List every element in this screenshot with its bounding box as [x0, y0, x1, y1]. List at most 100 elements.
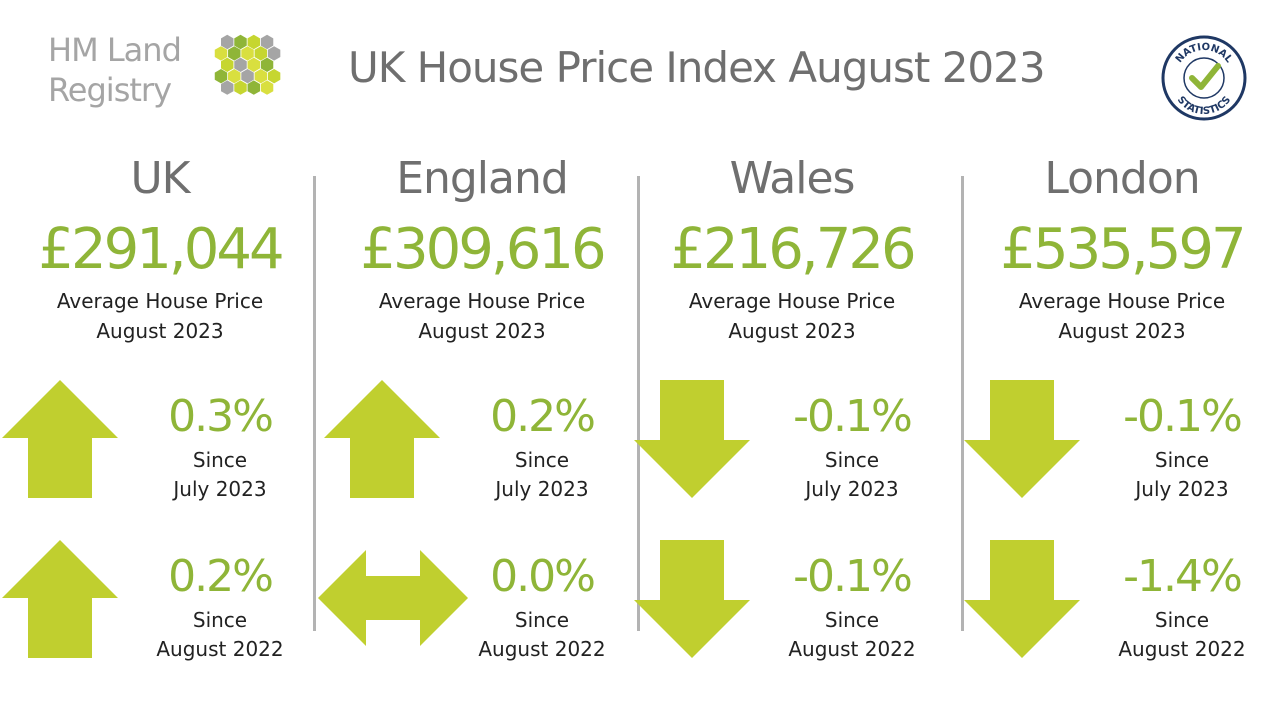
logo-hexagon [214, 46, 228, 61]
since-period: August 2022 [478, 637, 606, 661]
since-word: Since [824, 608, 880, 632]
logo-hexagon [221, 57, 234, 72]
arrow-shape [634, 380, 750, 498]
region-name: London [1044, 153, 1200, 204]
since-period: August 2022 [788, 637, 916, 661]
arrow-up-icon [2, 380, 118, 498]
logo-hexagon [260, 57, 274, 72]
region-column-england: England £309,616 Average House Price August… [318, 148, 642, 688]
monthly-change: -0.1% Since July 2023 [962, 376, 1280, 501]
logo-hexagon [221, 80, 234, 95]
percent-change: -0.1% [1123, 391, 1243, 442]
percent-change: -0.1% [793, 391, 913, 442]
arrow-down-icon [964, 380, 1080, 498]
annual-change: 0.2% Since August 2022 [0, 536, 320, 661]
since-period: August 2022 [1118, 637, 1246, 661]
since-word: Since [514, 608, 570, 632]
badge-tick-icon [1189, 63, 1221, 90]
monthly-change: 0.3% Since July 2023 [0, 376, 320, 501]
hm-land-registry-wordmark: HM Land Registry [48, 30, 198, 110]
region-name: England [396, 153, 569, 204]
percent-change: 0.2% [168, 551, 274, 602]
since-word: Since [824, 448, 880, 472]
logo-line-2: Registry [48, 71, 172, 109]
arrow-down-icon [634, 540, 750, 658]
monthly-change: 0.2% Since July 2023 [322, 376, 642, 501]
since-word: Since [514, 448, 570, 472]
logo-hexagon [241, 69, 254, 84]
price-caption-line-2: August 2023 [96, 319, 224, 343]
logo-line-1: HM Land [48, 31, 182, 69]
percent-change: 0.2% [490, 391, 596, 442]
price-caption-line-1: Average House Price [1018, 289, 1226, 313]
arrow-shape [964, 540, 1080, 658]
logo-hexagon [228, 46, 241, 61]
arrow-left-right-icon [318, 550, 468, 646]
arrow-shape [634, 540, 750, 658]
since-period: August 2022 [156, 637, 284, 661]
since-label: Since July 2023 [442, 446, 642, 504]
percent-change: -1.4% [1123, 551, 1243, 602]
logo-hexagon [234, 57, 247, 72]
logo-hexagon [247, 80, 261, 95]
region-column-london: London £535,597 Average House Price August … [962, 148, 1280, 688]
logo-hexagon [214, 69, 228, 84]
region-column-wales: Wales £216,726 Average House Price August 2… [632, 148, 952, 688]
logo-hexagon [234, 34, 247, 50]
annual-change: -0.1% Since August 2022 [632, 536, 952, 661]
price-caption-line-1: Average House Price [56, 289, 264, 313]
national-statistics-badge-icon: NATIONAL STATISTICS [1161, 35, 1247, 121]
price-caption: Average House Price August 2023 [962, 286, 1280, 346]
logo-hexagon [221, 34, 234, 50]
logo-hexagon [234, 80, 247, 95]
arrow-shape [318, 550, 468, 646]
logo-hexagon [254, 69, 268, 84]
since-period: July 2023 [805, 477, 899, 501]
arrow-shape [2, 540, 118, 658]
arrow-up-icon [2, 540, 118, 658]
since-period: July 2023 [1135, 477, 1229, 501]
price-caption: Average House Price August 2023 [0, 286, 320, 346]
region-column-uk: UK £291,044 Average House Price August 2023… [0, 148, 320, 688]
column-divider-3 [961, 176, 964, 631]
since-word: Since [192, 608, 248, 632]
since-period: July 2023 [495, 477, 589, 501]
since-word: Since [1154, 448, 1210, 472]
since-label: Since August 2022 [120, 606, 320, 664]
percent-change: -0.1% [793, 551, 913, 602]
arrow-shape [324, 380, 440, 498]
region-name: UK [130, 153, 190, 204]
logo-hexagon [254, 46, 268, 61]
logo-hexagon [267, 69, 281, 84]
price-caption: Average House Price August 2023 [322, 286, 642, 346]
average-price: £291,044 [38, 217, 284, 282]
logo-hexagon [260, 80, 274, 95]
arrow-down-icon [964, 540, 1080, 658]
arrow-shape [2, 380, 118, 498]
logo-hexagon [228, 69, 241, 84]
hm-land-registry-hexagon-logo-icon [214, 34, 281, 95]
region-name: Wales [729, 153, 856, 204]
price-caption-line-2: August 2023 [418, 319, 546, 343]
since-word: Since [192, 448, 248, 472]
logo-hexagon [247, 34, 261, 50]
price-caption-line-1: Average House Price [688, 289, 896, 313]
arrow-up-icon [324, 380, 440, 498]
since-label: Since July 2023 [120, 446, 320, 504]
since-label: Since August 2022 [752, 606, 952, 664]
average-price: £309,616 [360, 217, 606, 282]
price-caption-line-2: August 2023 [728, 319, 856, 343]
since-label: Since July 2023 [1082, 446, 1280, 504]
price-caption-line-1: Average House Price [378, 289, 586, 313]
arrow-down-icon [634, 380, 750, 498]
average-price: £535,597 [1000, 217, 1246, 282]
arrow-shape [964, 380, 1080, 498]
average-price: £216,726 [670, 217, 916, 282]
price-caption-line-2: August 2023 [1058, 319, 1186, 343]
price-caption: Average House Price August 2023 [632, 286, 952, 346]
column-divider-1 [313, 176, 316, 631]
logo-hexagon [247, 57, 261, 72]
monthly-change: -0.1% Since July 2023 [632, 376, 952, 501]
percent-change: 0.3% [168, 391, 274, 442]
annual-change: 0.0% Since August 2022 [318, 536, 642, 661]
